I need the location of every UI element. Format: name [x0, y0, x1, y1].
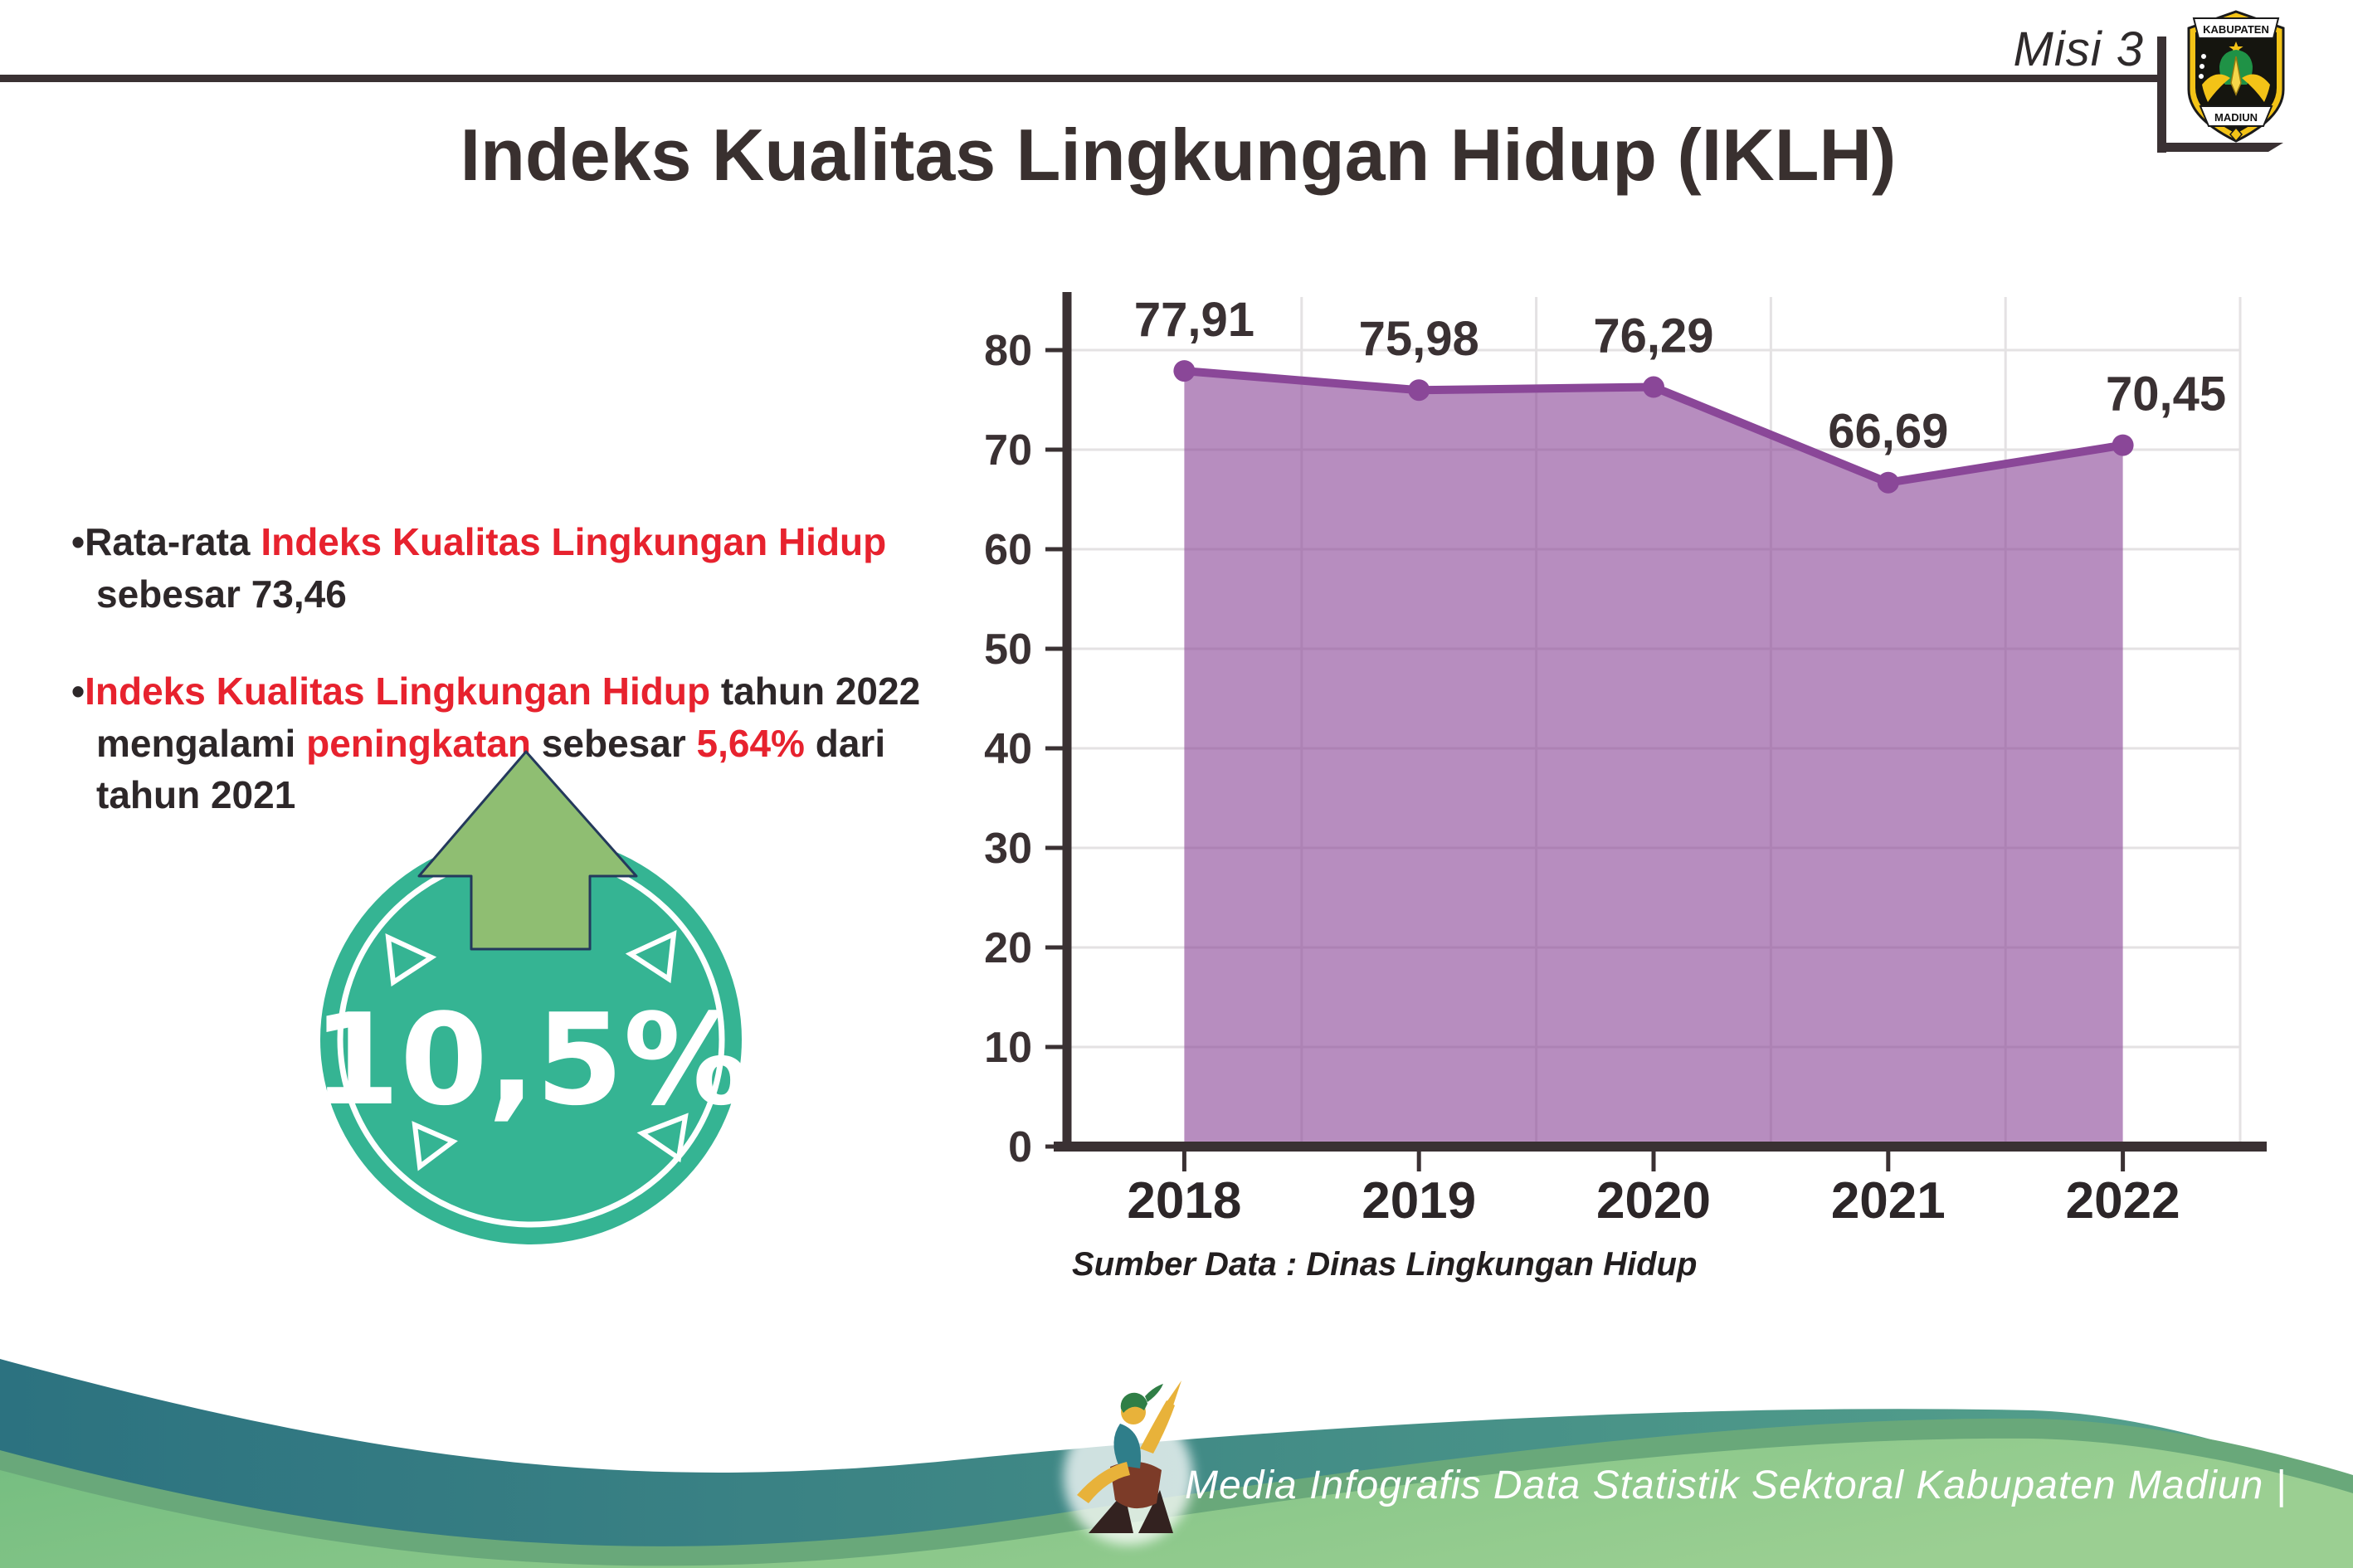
svg-text:77,91: 77,91 — [1134, 293, 1254, 347]
up-arrow-icon — [417, 750, 638, 951]
footer-brand-text: Media Infografis Data Statistik Sektoral… — [1185, 1463, 2287, 1507]
bullet-text-segment: sebesar 73,46 — [96, 572, 347, 616]
logo-left-wing-icon — [2202, 74, 2230, 102]
svg-text:2018: 2018 — [1127, 1172, 1241, 1230]
source-note: Sumber Data : Dinas Lingkungan Hidup — [1072, 1246, 1698, 1283]
bullet-text-segment: 5,64% — [696, 721, 805, 765]
logo-bracket-vertical — [2157, 37, 2166, 153]
badge-circle — [320, 835, 742, 1244]
bullet-text-segment: dari — [804, 721, 886, 765]
bullet-text-segment: Indeks Kualitas Lingkungan Hidup — [85, 670, 711, 713]
svg-text:2020: 2020 — [1596, 1172, 1711, 1230]
x-axis-tick-labels: 2018 2019 2020 2021 2022 — [1127, 1172, 2180, 1230]
kabupaten-madiun-emblem-icon: KABUPATEN MADIUN — [2187, 10, 2285, 143]
chart-line-series — [1180, 367, 2127, 487]
svg-text:2021: 2021 — [1831, 1172, 1946, 1230]
badge-value: 10,5% — [312, 986, 749, 1133]
sparkle-triangle-icon — [412, 1121, 458, 1171]
svg-text:76,29: 76,29 — [1593, 309, 1713, 363]
bullet-increase-iklh: •Indeks Kualitas Lingkungan Hidup tahun … — [71, 670, 921, 817]
bullet-text-segment: Indeks Kualitas Lingkungan Hidup — [261, 520, 887, 563]
chart-gridlines — [1067, 297, 2242, 1147]
svg-text:70: 70 — [984, 426, 1032, 475]
header-rule — [0, 75, 2159, 82]
chart-area-fill — [1184, 371, 2123, 1147]
chart-axes — [1045, 292, 2267, 1171]
svg-text:75,98: 75,98 — [1359, 312, 1479, 366]
logo-star-icon — [2229, 41, 2243, 55]
sparkle-triangle-icon — [385, 933, 437, 987]
data-value-labels: 77,91 75,98 76,29 66,69 70,45 — [1134, 293, 2226, 459]
bullet-average-iklh: •Rata-rata Indeks Kualitas Lingkungan Hi… — [71, 520, 887, 616]
svg-text:70,45: 70,45 — [2106, 368, 2226, 421]
page-title: Indeks Kualitas Lingkungan Hidup (IKLH) — [460, 114, 1897, 196]
bullet-text-segment: peningkatan — [306, 721, 532, 765]
svg-text:2022: 2022 — [2066, 1172, 2180, 1230]
mascot-icon — [1064, 1381, 1193, 1545]
svg-text:2019: 2019 — [1362, 1172, 1476, 1230]
increase-badge: 10,5% — [312, 750, 750, 1244]
logo-top-text: KABUPATEN — [2203, 23, 2269, 36]
chart-markers — [1173, 360, 2134, 494]
svg-text:80: 80 — [984, 327, 1032, 375]
bullet-text-segment: mengalami — [96, 721, 307, 765]
svg-text:66,69: 66,69 — [1828, 405, 1948, 459]
logo-right-wing-icon — [2242, 74, 2270, 102]
svg-text:20: 20 — [984, 924, 1032, 972]
logo-bracket-horizontal — [2157, 143, 2283, 152]
bullet-text-segment: tahun 2021 — [96, 773, 296, 817]
svg-text:30: 30 — [984, 825, 1032, 873]
svg-text:0: 0 — [1008, 1123, 1032, 1171]
bullet-text-segment: sebesar — [531, 721, 697, 765]
kabupaten-madiun-logo: KABUPATEN MADIUN — [2182, 8, 2290, 144]
sparkle-triangle-icon — [636, 1113, 689, 1163]
svg-text:60: 60 — [984, 526, 1032, 574]
bullet-text-segment: Rata-rata — [85, 520, 261, 563]
bullet-text-segment: tahun 2022 — [710, 670, 921, 713]
sparkle-triangle-icon — [625, 930, 677, 984]
svg-text:10: 10 — [984, 1024, 1032, 1072]
mission-number-label: Misi 3 — [2013, 22, 2144, 76]
logo-bottom-text: MADIUN — [2214, 111, 2258, 124]
